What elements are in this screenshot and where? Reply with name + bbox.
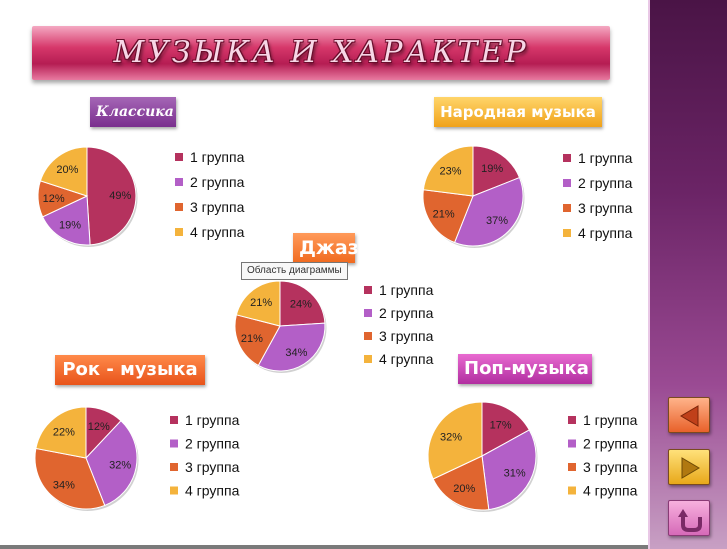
legend-entry: 1 группа xyxy=(578,150,633,166)
pie-slice[interactable] xyxy=(235,280,281,327)
pie-chart-1[interactable]: 19% 37% 21% 23% 1 группа 2 группа 3 группа 4 гр… xyxy=(422,145,633,248)
legend-swatch xyxy=(175,178,183,186)
chart-area-tooltip: Область диаграммы xyxy=(241,262,348,280)
pie-slice[interactable] xyxy=(422,145,474,197)
legend-entry: 2 группа xyxy=(185,436,240,452)
legend-entry: 3 группа xyxy=(379,328,434,344)
pie-slice[interactable] xyxy=(422,189,474,244)
data-label: 17% xyxy=(490,419,512,431)
pie-slice[interactable] xyxy=(279,280,326,327)
chart-title-classic: Классика xyxy=(90,97,176,127)
triangle-right-icon xyxy=(681,457,700,479)
charts-canvas[interactable]: 49% 19% 12% 20% 1 группа 2 группа 3 группа 4 гр… xyxy=(0,0,648,549)
data-label: 49% xyxy=(109,190,131,202)
legend-entry: 4 группа xyxy=(578,225,633,241)
chart-title-pop: Поп-музыка xyxy=(458,354,592,384)
previous-slide-button[interactable] xyxy=(668,397,710,433)
legend-swatch xyxy=(364,286,372,294)
legend-swatch xyxy=(170,416,178,424)
legend-entry: 1 группа xyxy=(379,282,434,298)
legend-swatch xyxy=(170,439,178,448)
page-title: МУЗЫКА И ХАРАКТЕР xyxy=(113,35,529,70)
data-label: 21% xyxy=(433,208,455,220)
data-label: 37% xyxy=(486,215,508,227)
legend-entry: 1 группа xyxy=(583,412,638,428)
pie-chart-3[interactable]: 12% 32% 34% 22% 1 группа 2 группа 3 группа 4 гр… xyxy=(34,406,240,511)
legend-entry: 2 группа xyxy=(583,436,638,452)
data-label: 19% xyxy=(481,163,503,175)
data-label: 20% xyxy=(453,483,475,495)
pie-chart-4[interactable]: 17% 31% 20% 32% 1 группа 2 группа 3 группа 4 гр… xyxy=(427,401,638,512)
next-slide-button[interactable] xyxy=(668,449,710,485)
data-label: 24% xyxy=(290,299,312,311)
legend-swatch xyxy=(568,486,576,495)
data-label: 12% xyxy=(43,193,65,205)
data-label: 12% xyxy=(88,421,110,433)
data-label: 34% xyxy=(53,480,75,492)
title-banner xyxy=(32,26,610,80)
pie-chart-2[interactable]: 24% 34% 21% 21% 1 группа 2 группа 3 группа 4 гр… xyxy=(234,280,434,373)
data-label: 21% xyxy=(250,297,272,309)
pie-slice[interactable] xyxy=(234,314,281,367)
data-label: 22% xyxy=(53,426,75,438)
legend-entry: 3 группа xyxy=(190,199,245,215)
pie-slice[interactable] xyxy=(257,322,326,372)
legend-entry: 3 группа xyxy=(583,459,638,475)
legend-entry: 4 группа xyxy=(190,224,245,240)
legend-entry: 2 группа xyxy=(379,305,434,321)
pie-slice[interactable] xyxy=(85,420,138,507)
legend-swatch xyxy=(175,153,183,161)
pie-slice[interactable] xyxy=(39,146,88,197)
chart-title-rock: Рок - музыка xyxy=(55,355,205,385)
data-label: 19% xyxy=(59,220,81,232)
legend-swatch xyxy=(170,463,178,471)
pie-slice[interactable] xyxy=(432,455,490,511)
triangle-left-icon xyxy=(680,405,699,427)
legend-entry: 1 группа xyxy=(190,149,245,165)
chart-title-jazz: Джаз xyxy=(293,233,359,263)
data-label: 32% xyxy=(440,431,462,443)
pie-slice[interactable] xyxy=(481,401,530,457)
pie-slice[interactable] xyxy=(41,195,91,246)
data-label: 21% xyxy=(241,333,263,345)
return-button[interactable] xyxy=(668,500,710,536)
bottom-border xyxy=(0,545,648,549)
data-label: 31% xyxy=(504,468,526,480)
pie-slice[interactable] xyxy=(453,176,524,247)
pie-slice[interactable] xyxy=(86,146,137,246)
pie-chart-0[interactable]: 49% 19% 12% 20% 1 группа 2 группа 3 группа 4 гр… xyxy=(37,146,245,247)
pie-slice[interactable] xyxy=(34,447,106,510)
legend-swatch xyxy=(568,439,576,448)
legend-swatch xyxy=(568,463,576,471)
return-arrow-icon xyxy=(678,509,702,532)
legend-entry: 3 группа xyxy=(578,200,633,216)
legend-entry: 1 группа xyxy=(185,412,240,428)
legend-entry: 4 группа xyxy=(185,483,240,499)
data-label: 32% xyxy=(109,460,131,472)
chart-title-folk: Народная музыка xyxy=(434,97,602,127)
data-label: 23% xyxy=(439,166,461,178)
legend-entry: 2 группа xyxy=(578,175,633,191)
legend-swatch xyxy=(175,203,183,211)
legend-swatch xyxy=(568,416,576,424)
pie-slice[interactable] xyxy=(472,145,521,197)
legend-entry: 2 группа xyxy=(190,174,245,190)
pie-slice[interactable] xyxy=(427,401,483,480)
legend-swatch xyxy=(563,204,571,212)
legend-swatch xyxy=(364,309,372,317)
pie-slice[interactable] xyxy=(35,406,87,459)
data-label: 20% xyxy=(56,164,78,176)
legend-swatch xyxy=(175,228,183,236)
pie-slice[interactable] xyxy=(481,429,537,511)
legend-swatch xyxy=(563,179,571,187)
legend-swatch xyxy=(563,154,571,162)
legend-swatch xyxy=(170,486,178,495)
legend-swatch xyxy=(364,355,372,363)
data-label: 34% xyxy=(285,347,307,359)
legend-swatch xyxy=(563,229,571,237)
legend-entry: 4 группа xyxy=(379,351,434,367)
legend-swatch xyxy=(364,332,372,340)
legend-entry: 4 группа xyxy=(583,483,638,499)
legend-entry: 3 группа xyxy=(185,459,240,475)
